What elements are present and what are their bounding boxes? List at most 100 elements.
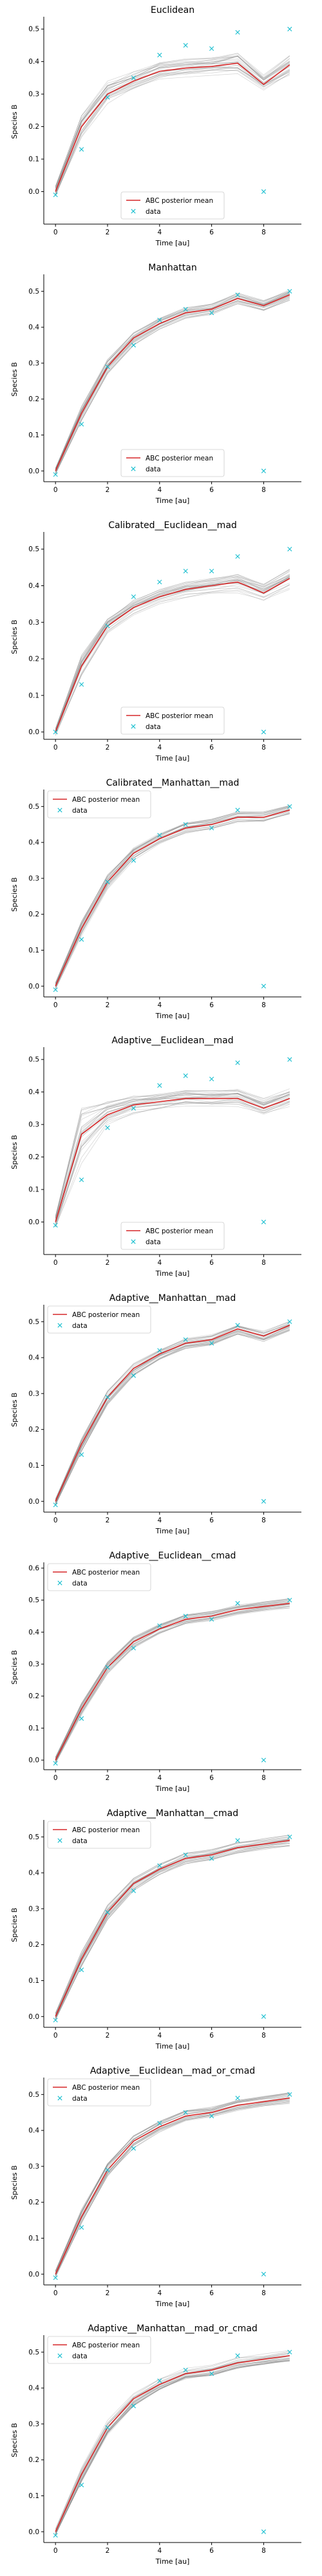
sample-trace <box>55 807 290 986</box>
legend-marker-swatch <box>57 1838 62 1843</box>
sample-trace <box>55 2360 290 2535</box>
chart-title: Adaptive__Euclidean__mad <box>111 1036 233 1046</box>
data-point <box>261 983 267 989</box>
sample-trace <box>55 1092 290 1221</box>
data-points <box>53 1319 292 1508</box>
x-tick-label: 8 <box>261 1001 266 1009</box>
x-tick-label: 6 <box>209 744 214 752</box>
sample-trace <box>55 1090 290 1216</box>
posterior-mean-line <box>55 2355 290 2532</box>
data-point <box>183 822 188 827</box>
x-tick-label: 0 <box>53 744 58 752</box>
y-tick-label: 0.1 <box>28 156 39 164</box>
sample-trace <box>55 296 290 472</box>
sample-trace <box>55 55 290 189</box>
sample-trace <box>55 569 290 729</box>
sample-trace <box>55 806 290 984</box>
sample-trace <box>55 64 290 193</box>
data-point <box>157 2378 162 2383</box>
sample-trace <box>55 576 290 731</box>
data-points <box>53 2092 292 2280</box>
y-tick-label: 0.4 <box>28 1354 39 1362</box>
sample-trace <box>55 1843 290 2019</box>
sample-trace <box>55 1327 290 1502</box>
legend-label: ABC posterior mean <box>146 712 213 720</box>
sample-trace <box>55 1329 290 1504</box>
chart-title: Euclidean <box>151 5 194 15</box>
y-axis-label: Species B <box>10 877 19 911</box>
sample-trace <box>55 2103 290 2277</box>
data-point <box>209 826 214 831</box>
legend-marker-swatch <box>131 466 136 471</box>
sample-trace <box>55 59 290 191</box>
sample-trace <box>55 67 290 194</box>
sample-trace <box>55 69 290 195</box>
sample-trace <box>55 1835 290 2013</box>
sample-trace <box>55 1325 290 1502</box>
legend-box <box>47 2078 151 2107</box>
sample-trace <box>55 2360 290 2535</box>
y-axis-label: Species B <box>10 1392 19 1426</box>
sample-trace <box>55 292 290 470</box>
sample-trace <box>55 1324 290 1500</box>
sample-trace <box>55 573 290 729</box>
sample-trace <box>55 58 290 191</box>
legend-label: data <box>72 1837 88 1845</box>
sample-trace <box>55 1093 290 1219</box>
sample-trace <box>55 585 290 734</box>
sample-trace <box>55 1607 290 1764</box>
y-axis-label: Species B <box>10 620 19 654</box>
data-point <box>209 1076 214 1082</box>
sample-trace <box>55 807 290 985</box>
y-tick-label: 0.5 <box>28 26 39 33</box>
sample-trace <box>55 1841 290 2018</box>
legend-label: data <box>72 1580 88 1587</box>
sample-trace <box>55 56 290 187</box>
sample-trace <box>55 1329 290 1505</box>
x-tick-label: 4 <box>157 2547 162 2555</box>
data-point <box>209 1341 214 1346</box>
x-tick-label: 4 <box>157 2289 162 2297</box>
legend: ABC posterior mean data <box>47 1563 151 1591</box>
data-point <box>261 1499 267 1504</box>
sample-trace <box>55 61 290 191</box>
y-tick-label: 0.1 <box>28 692 39 699</box>
sample-trace <box>55 1099 290 1224</box>
x-tick-label: 4 <box>157 744 162 752</box>
sample-trace <box>55 1322 290 1501</box>
sample-trace <box>55 299 290 474</box>
sample-trace <box>55 1837 290 2014</box>
x-tick-label: 0 <box>53 229 58 236</box>
sample-trace <box>55 805 290 983</box>
legend: ABC posterior mean data <box>47 2078 151 2107</box>
y-tick-label: 0.5 <box>28 1056 39 1064</box>
data-point <box>287 1598 292 1603</box>
x-tick-label: 6 <box>209 2032 214 2040</box>
sample-trace <box>55 297 290 472</box>
x-tick-label: 6 <box>209 229 214 236</box>
data-point <box>183 1613 188 1619</box>
y-tick-label: 0.2 <box>28 656 39 663</box>
data-point <box>157 2121 162 2126</box>
y-tick-label: 0.1 <box>28 431 39 439</box>
sample-trace <box>55 2092 290 2271</box>
data-point <box>105 1394 110 1400</box>
sample-trace <box>55 1845 290 2019</box>
sample-trace <box>55 810 290 987</box>
sample-trace <box>55 292 290 469</box>
data-point <box>235 30 240 35</box>
data-point <box>53 1761 58 1766</box>
data-point <box>79 1967 84 1973</box>
x-tick-label: 0 <box>53 2547 58 2555</box>
data-point <box>183 569 188 574</box>
x-tick-label: 6 <box>209 1001 214 1009</box>
sample-trace <box>55 1330 290 1504</box>
x-tick-label: 8 <box>261 1517 266 1524</box>
data-point <box>105 879 110 885</box>
posterior-samples <box>55 2350 290 2535</box>
sample-trace <box>55 2099 290 2275</box>
y-tick-label: 0.2 <box>28 2456 39 2464</box>
data-point <box>79 1177 84 1182</box>
x-tick-label: 2 <box>106 2289 110 2297</box>
sample-trace <box>55 1105 290 1227</box>
